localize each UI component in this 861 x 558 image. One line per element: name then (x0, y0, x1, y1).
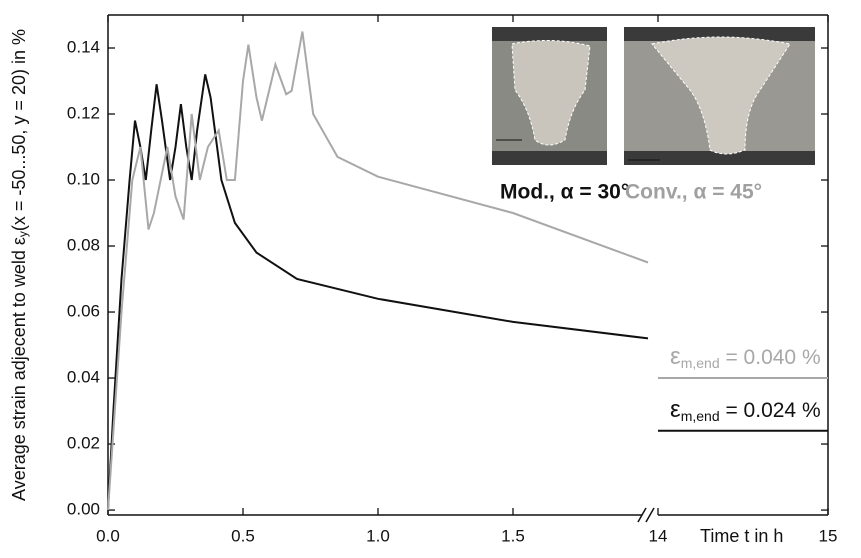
y-tick-label: 0.12 (67, 103, 100, 122)
y-tick-label: 0.14 (67, 37, 100, 56)
y-tick-label: 0.06 (67, 302, 100, 321)
y-label-main: Average strain adjecent to weld ε (9, 237, 29, 501)
y-tick-label: 0.02 (67, 434, 100, 453)
y-tick-label: 0.04 (67, 368, 100, 387)
y-label-rest: (x = -50...50, y = 20) in % (9, 29, 29, 231)
weld-outline (511, 39, 591, 146)
series-line (107, 31, 649, 511)
photo-frame (624, 27, 815, 41)
y-tick-label: 0.10 (67, 170, 100, 189)
photo-frame (624, 151, 815, 165)
y-tick-label: 0.00 (67, 500, 100, 519)
annotation: εm,end = 0.040 % (670, 343, 821, 370)
weld-outline (651, 36, 791, 155)
x-axis-label: Time t in h (700, 526, 783, 546)
annotation-symbol: ε (670, 343, 681, 370)
y-label-sub: y (16, 231, 30, 237)
x-tick-label: 1.0 (366, 526, 390, 545)
series-line (107, 74, 649, 511)
legend-label: Conv., α = 45° (625, 181, 762, 204)
legend-label: Mod., α = 30° (500, 181, 629, 204)
annotation-text: = 0.024 % (720, 398, 821, 421)
annotation-symbol: ε (670, 396, 681, 423)
photo-frame (492, 151, 607, 165)
annotation-text: = 0.040 % (720, 346, 821, 369)
y-tick-label: 0.08 (67, 236, 100, 255)
annotation-subscript: m,end (681, 408, 720, 424)
photo-frame (492, 27, 607, 41)
axis-break (637, 507, 647, 523)
photo-conv (624, 27, 815, 165)
x-tick-label: 0.0 (96, 526, 120, 545)
x-tick-label: 0.5 (231, 526, 255, 545)
photo-mod (492, 27, 607, 165)
x-tick-label: 15 (819, 526, 838, 545)
axis-break (645, 507, 655, 523)
y-axis-label: Average strain adjecent to weld εy(x = -… (9, 29, 30, 501)
x-tick-label: 14 (649, 526, 668, 545)
annotation-subscript: m,end (681, 355, 720, 371)
x-tick-label: 1.5 (501, 526, 525, 545)
annotation: εm,end = 0.024 % (670, 396, 821, 423)
